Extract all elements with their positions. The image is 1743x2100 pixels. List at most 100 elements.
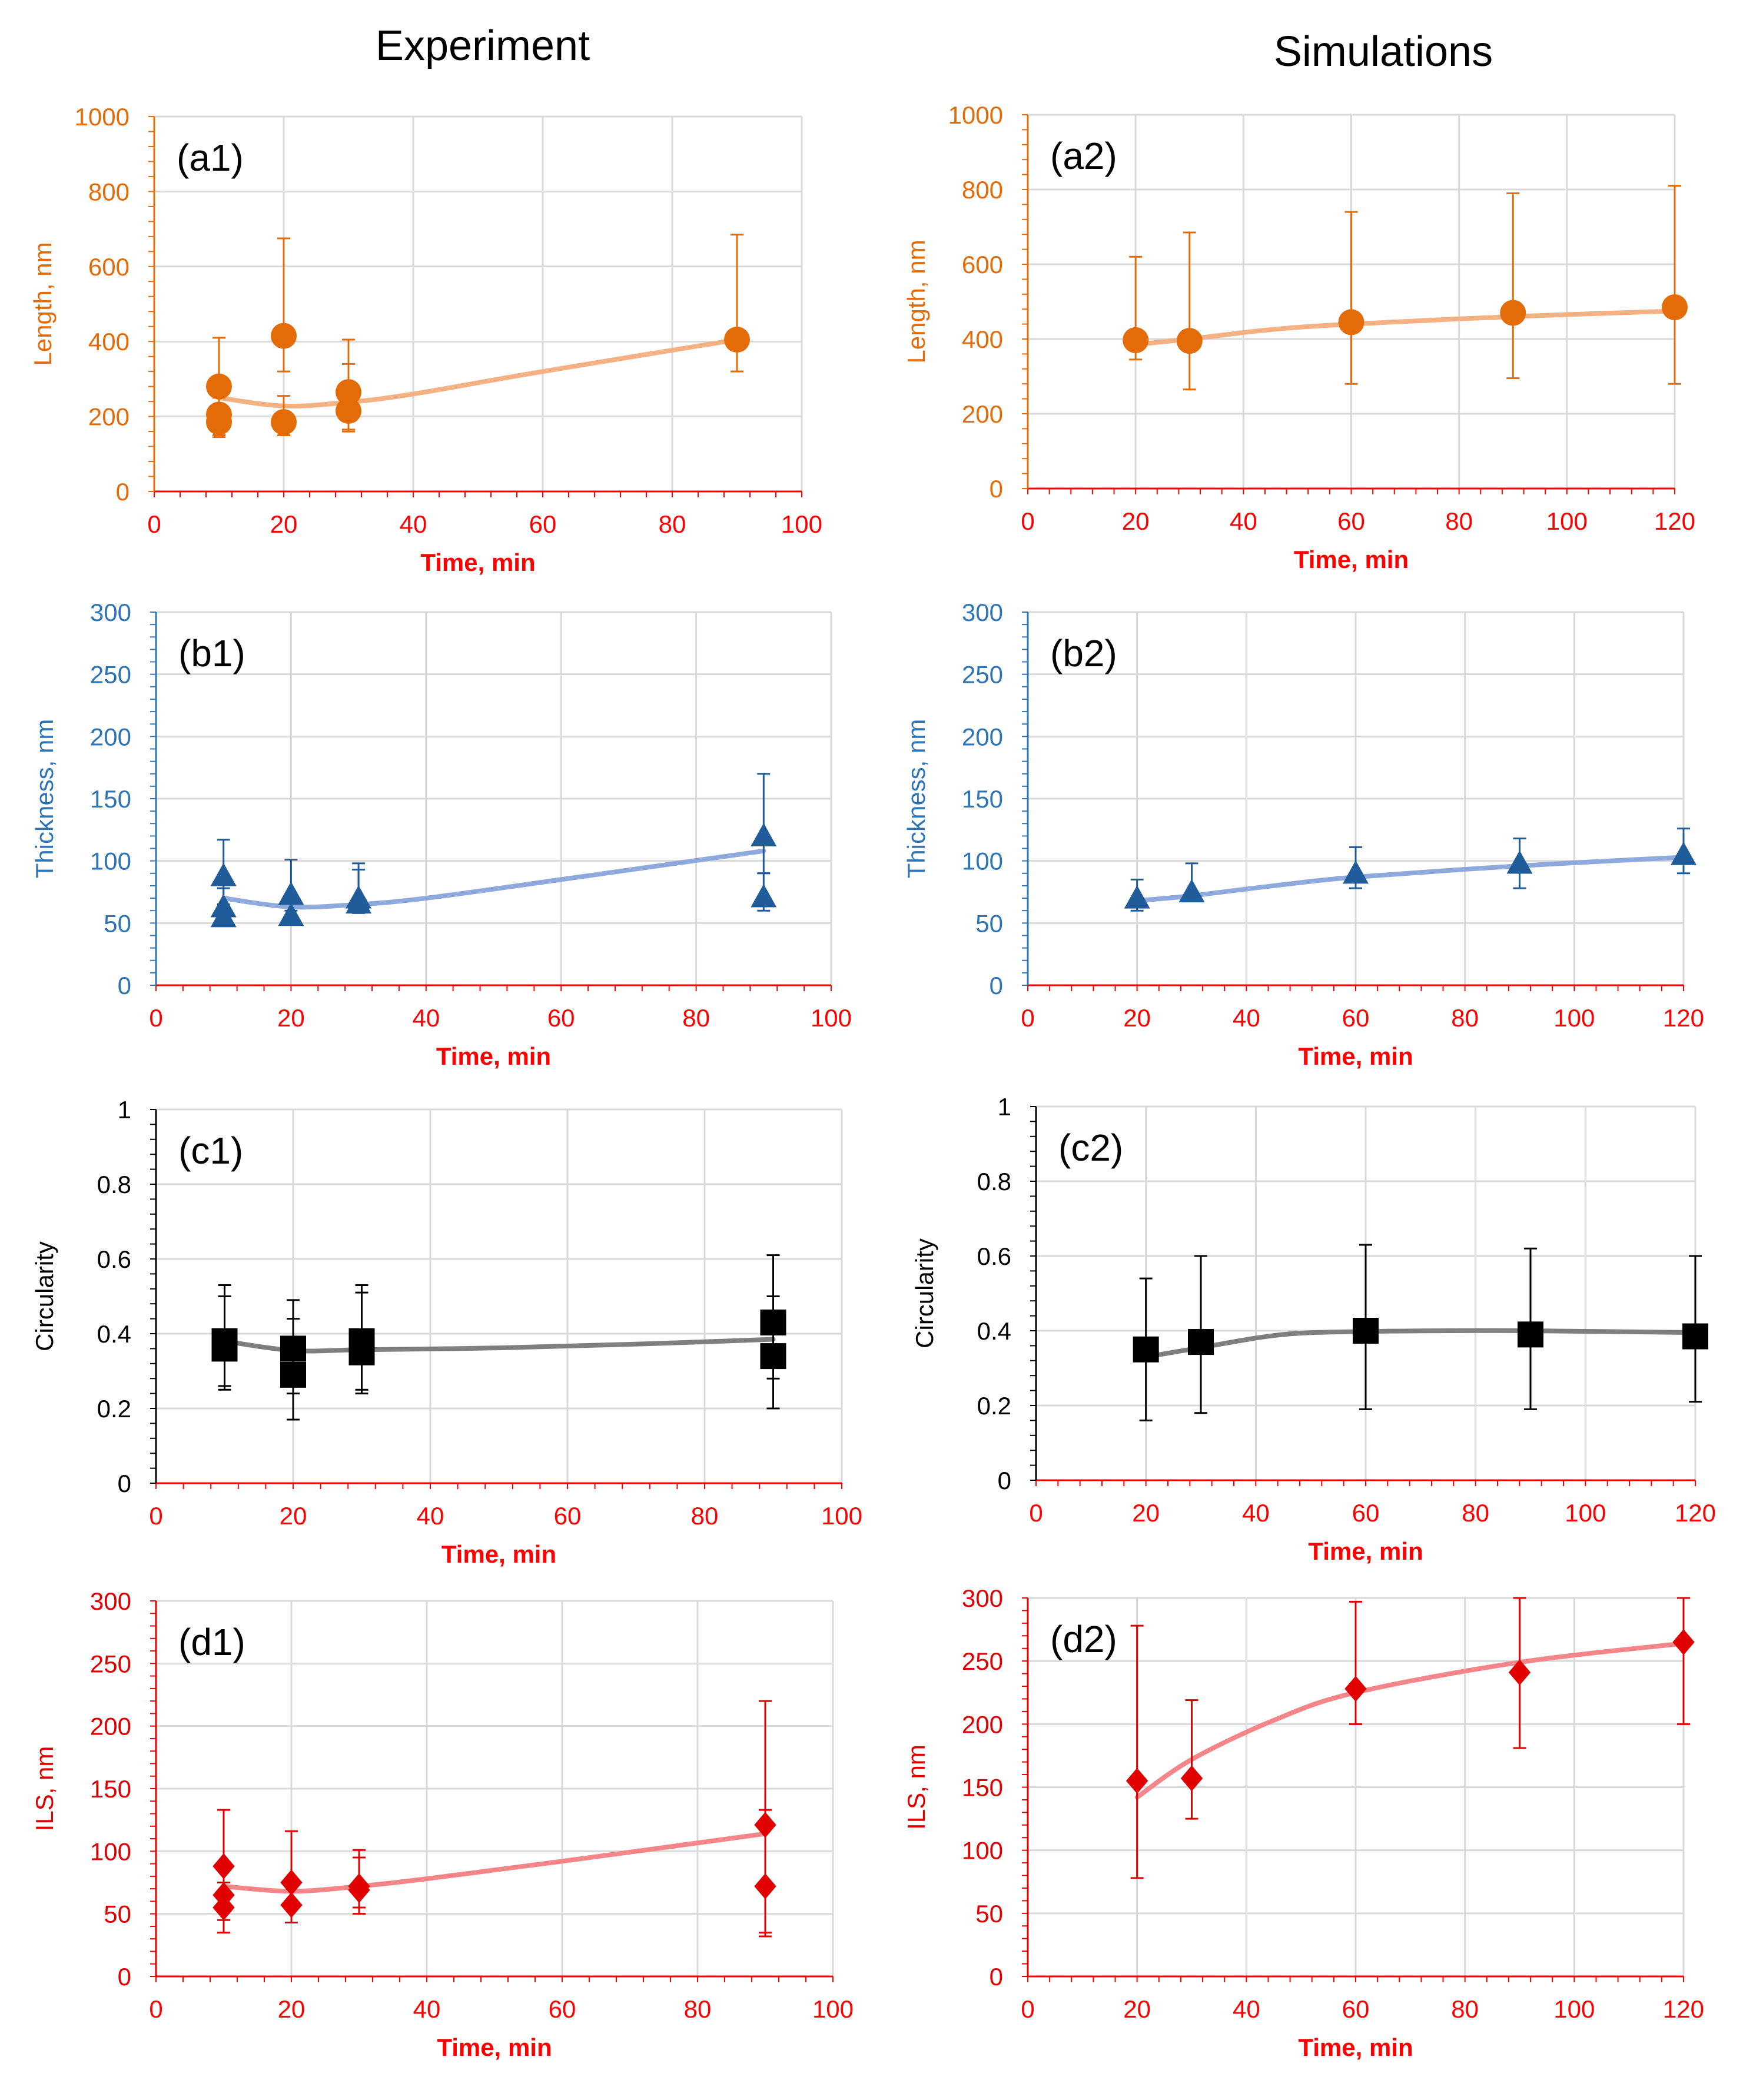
x-tick-label: 20: [1123, 1004, 1151, 1032]
panel-label: (c1): [178, 1129, 243, 1172]
chart-b1: 0 20 40 60 80 100 0 50 100 150 200 250 300 Time, min T…: [31, 599, 852, 1070]
x-tick-label: 80: [1451, 1004, 1479, 1032]
gridlines: [1028, 611, 1685, 985]
chart-d2: 0 20 40 60 80 100 120 0 50 100 150 200 250 300 Time, m…: [902, 1584, 1704, 2061]
x-tick-label: 60: [1337, 507, 1365, 535]
chart-a2: 0 20 40 60 80 100 120 0 200 400 600 800 1000 Time, mi…: [902, 101, 1695, 573]
trend-line: [222, 1337, 776, 1354]
x-tick-label: 40: [413, 1995, 441, 2023]
data-point: [1343, 860, 1369, 884]
x-tick-label: 20: [1123, 1995, 1151, 2023]
error-bar: [1344, 211, 1358, 385]
data-point: [1518, 1321, 1543, 1348]
x-tick-label: 80: [659, 510, 686, 538]
y-axis-title: Circularity: [911, 1238, 938, 1348]
x-tick-label: 0: [149, 1995, 162, 2023]
data-point: [1662, 294, 1688, 321]
data-point: [1682, 1323, 1708, 1350]
y-tick-label: 0.4: [977, 1317, 1011, 1345]
error-bar: [1130, 1624, 1144, 1879]
data-point: [271, 323, 297, 349]
y-tick-label: 800: [88, 178, 130, 205]
x-tick-label: 60: [549, 1995, 576, 2023]
y-tick-label: 0.8: [97, 1171, 131, 1198]
panel-label: (a2): [1050, 135, 1117, 177]
data-point: [278, 881, 304, 905]
x-tick-label: 120: [1663, 1004, 1704, 1032]
x-tick-label: 0: [149, 1502, 162, 1530]
x-tick-label: 20: [270, 510, 298, 538]
y-tick-label: 0.6: [977, 1242, 1011, 1270]
data-point: [1671, 842, 1696, 865]
data-point: [1178, 879, 1205, 903]
x-axis-title: Time, min: [1298, 1042, 1413, 1070]
data-point: [751, 883, 777, 908]
data-point: [754, 1873, 776, 1899]
x-tick-label: 20: [278, 1995, 306, 2023]
x-tick-label: 20: [1132, 1499, 1160, 1527]
panel-label: (a1): [177, 137, 244, 179]
y-tick-label: 600: [88, 253, 130, 281]
header-simulations: Simulations: [1274, 28, 1493, 75]
y-tick-label: 150: [90, 1775, 131, 1803]
x-tick-label: 20: [1122, 507, 1150, 535]
y-tick-label: 300: [962, 1584, 1003, 1612]
x-tick-label: 100: [1546, 507, 1588, 535]
x-tick-label: 100: [1553, 1004, 1595, 1032]
data-point: [1344, 1676, 1367, 1702]
y-tick-label: 200: [90, 1713, 131, 1740]
y-tick-label: 0: [118, 972, 131, 999]
y-axis-title: Length, nm: [902, 240, 930, 363]
y-tick-label: 200: [90, 723, 131, 750]
error-bar: [1668, 185, 1681, 385]
y-tick-label: 0.2: [97, 1395, 131, 1423]
data-point: [1500, 300, 1526, 326]
data-point: [346, 890, 372, 914]
y-axis-title: Thickness, nm: [902, 719, 930, 879]
data-point: [1508, 1659, 1531, 1686]
data-point: [210, 903, 237, 928]
x-axis-title: Time, min: [441, 1540, 556, 1568]
data-point: [348, 1877, 370, 1903]
y-tick-label: 0: [998, 1467, 1011, 1494]
y-axis-title: Length, nm: [29, 242, 57, 365]
x-tick-label: 0: [1029, 1499, 1043, 1527]
y-tick-label: 0: [990, 475, 1003, 503]
y-tick-label: 0.4: [97, 1320, 131, 1348]
y-tick-label: 200: [88, 403, 130, 431]
error-bar: [1677, 1597, 1690, 1725]
data-point: [1353, 1318, 1379, 1344]
panel-label: (d2): [1050, 1618, 1117, 1660]
data-point: [206, 373, 232, 400]
y-tick-label: 250: [90, 661, 131, 689]
chart-c2: 0 20 40 60 80 100 120 0 0.2 0.4 0.6 0.8 1 Time, min Ci…: [911, 1093, 1716, 1565]
x-tick-label: 40: [1233, 1995, 1260, 2023]
y-axis-title: ILS, nm: [902, 1745, 930, 1830]
panel-label: (d1): [178, 1621, 245, 1663]
x-tick-label: 0: [1021, 507, 1034, 535]
x-tick-label: 100: [781, 510, 822, 538]
trend-line: [221, 1831, 768, 1894]
data-point: [280, 1361, 306, 1388]
error-bar: [1506, 192, 1520, 380]
x-tick-label: 80: [1462, 1499, 1489, 1527]
x-axis-title: Time, min: [437, 2033, 552, 2061]
y-tick-label: 50: [104, 1900, 131, 1928]
header-experiment: Experiment: [376, 22, 590, 69]
x-tick-label: 60: [547, 1004, 575, 1032]
y-tick-label: 100: [962, 1837, 1003, 1865]
x-tick-label: 80: [684, 1995, 712, 2023]
y-tick-label: 0: [118, 1963, 131, 1991]
panel-label: (c2): [1058, 1127, 1123, 1169]
y-tick-label: 300: [90, 599, 131, 626]
x-tick-label: 40: [1230, 507, 1257, 535]
data-point: [760, 1343, 786, 1370]
y-tick-label: 400: [962, 325, 1003, 353]
data-point: [1133, 1336, 1159, 1363]
gridlines: [156, 1600, 834, 1976]
data-point: [751, 823, 777, 846]
data-point: [348, 1339, 375, 1365]
y-tick-label: 150: [962, 1774, 1003, 1802]
